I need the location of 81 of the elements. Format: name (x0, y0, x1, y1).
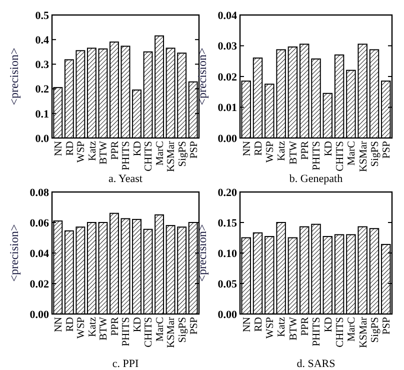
x-tick-label: CHITS (144, 140, 155, 172)
x-tick-label: KSMar (166, 316, 178, 348)
x-tick-label: BTW (98, 140, 110, 164)
x-tick-label: NN (242, 140, 253, 156)
x-tick-label: SigPS (177, 140, 188, 167)
x-axis-title: c. PPI (112, 358, 139, 370)
x-tick-label: RD (64, 140, 76, 156)
x-tick-label: BTW (288, 316, 300, 340)
x-tick-label: Katz (276, 140, 288, 161)
x-tick-label: NN (242, 316, 253, 332)
x-tick-label: PHITS (312, 140, 323, 170)
y-tick-label: 0.00 (30, 308, 50, 321)
x-tick-label: WSP (265, 140, 276, 163)
x-axis-title: d. SARS (296, 358, 336, 370)
y-tick-label: 0.3 (35, 59, 50, 72)
x-tick-label: CHITS (144, 316, 155, 348)
x-tick-label: WSP (76, 316, 88, 339)
x-tick-label: PPR (300, 141, 312, 160)
x-axis-title: b. Genepath (289, 173, 344, 185)
y-tick-label: 0.4 (35, 34, 50, 46)
y-tick-label: 0.15 (218, 217, 238, 230)
x-tick-label: PHITS (121, 316, 132, 346)
y-axis-title: <precision> (195, 48, 209, 106)
x-tick-label: PSP (382, 316, 393, 335)
x-tick-label: KSMar (358, 140, 370, 172)
y-tick-label: 0.00 (218, 308, 238, 321)
y-tick-label: 0.06 (30, 217, 50, 230)
x-tick-label: PPR (300, 317, 312, 336)
x-tick-label: BTW (288, 140, 300, 164)
y-tick-label: 0.2 (35, 84, 50, 96)
x-tick-label: BTW (98, 316, 110, 340)
x-tick-label: MarC (346, 317, 358, 342)
y-tick-label: 0.0 (35, 132, 50, 145)
x-tick-label: Katz (276, 316, 288, 337)
x-tick-label: WSP (76, 140, 88, 163)
x-tick-label: KD (323, 316, 334, 332)
x-tick-label: PPR (110, 317, 121, 336)
x-tick-label: WSP (265, 316, 276, 339)
x-axis-title: a. Yeast (108, 173, 142, 185)
y-tick-label: 0.04 (30, 248, 50, 260)
x-tick-label: CHITS (334, 140, 346, 172)
y-tick-label: 0.01 (218, 102, 237, 114)
x-tick-label: RD (253, 140, 264, 156)
y-tick-label: 0.20 (218, 186, 238, 199)
y-tick-label: 0.02 (218, 71, 238, 84)
x-tick-label: Katz (87, 140, 98, 161)
y-tick-label: 0.5 (35, 10, 50, 22)
y-tick-label: 0.08 (30, 186, 50, 199)
y-axis-title: <precision> (195, 224, 209, 282)
x-tick-label: RD (64, 316, 76, 332)
x-tick-label: MarC (154, 317, 166, 342)
x-tick-label: SigPS (177, 316, 188, 343)
y-tick-label: 0.03 (218, 40, 238, 53)
x-tick-label: MarC (346, 141, 358, 166)
y-tick-label: 0.1 (35, 108, 49, 120)
x-tick-label: SigPS (370, 316, 381, 343)
x-tick-label: PSP (188, 140, 200, 159)
y-tick-label: 0.02 (30, 278, 50, 290)
x-tick-label: KD (323, 140, 334, 156)
y-tick-label: 0.04 (218, 10, 238, 22)
x-tick-label: PPR (110, 141, 121, 160)
x-tick-label: KD (132, 140, 144, 156)
x-tick-label: PSP (382, 140, 393, 159)
x-tick-label: KD (132, 316, 144, 332)
x-tick-label: PSP (188, 316, 200, 335)
x-tick-label: NN (54, 316, 65, 332)
y-axis-title: <precision> (7, 48, 21, 106)
x-tick-label: KSMar (358, 316, 370, 348)
x-tick-label: CHITS (334, 316, 346, 348)
y-axis-title: <precision> (7, 224, 21, 282)
x-tick-label: RD (253, 316, 264, 332)
x-tick-label: KSMar (166, 140, 178, 172)
x-tick-label: PHITS (312, 316, 323, 346)
x-tick-label: PHITS (121, 140, 132, 170)
x-tick-label: MarC (154, 141, 166, 166)
x-tick-label: Katz (87, 316, 98, 337)
x-tick-label: NN (54, 140, 65, 156)
y-tick-label: 0.10 (218, 248, 238, 260)
y-tick-label: 0.00 (218, 132, 238, 145)
x-tick-label: SigPS (370, 140, 381, 167)
y-tick-label: 0.05 (218, 278, 238, 290)
